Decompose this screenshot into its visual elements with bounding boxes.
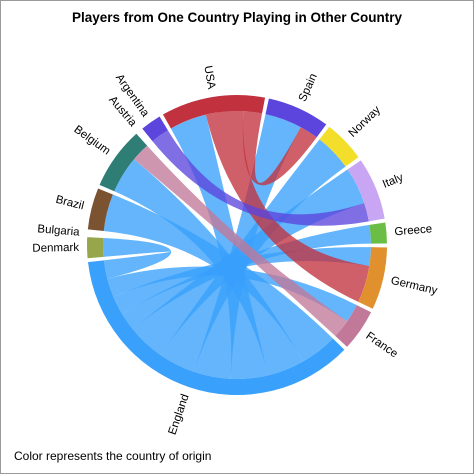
segment-belgium	[99, 133, 148, 192]
label-spain: Spain	[297, 72, 320, 104]
label-belgium: Belgium	[72, 124, 113, 158]
footnote: Color represents the country of origin	[14, 449, 212, 463]
label-england: England	[167, 393, 192, 437]
label-greece: Greece	[394, 223, 433, 238]
label-norway: Norway	[347, 104, 384, 140]
label-germany: Germany	[390, 275, 439, 297]
label-bulgaria: Bulgaria	[37, 223, 81, 238]
segment-usa	[162, 94, 266, 129]
segment-germany	[358, 247, 387, 309]
segment-spain	[265, 98, 327, 138]
label-brazil: Brazil	[54, 194, 85, 213]
ribbon-argentina-italy	[152, 130, 369, 226]
ribbon-england-belgium	[114, 159, 304, 376]
segment-bulgaria	[87, 233, 104, 235]
label-usa: USA	[201, 65, 217, 91]
ribbon-usa-germany	[205, 110, 370, 302]
label-denmark: Denmark	[32, 242, 79, 255]
ribbon-france-belgium	[134, 145, 348, 337]
ribbon-england-greece	[121, 224, 371, 330]
segment-italy	[347, 160, 385, 222]
ribbon-england-denmark	[102, 237, 172, 279]
segment-denmark	[87, 237, 104, 259]
label-france: France	[363, 330, 399, 360]
ribbons-group	[102, 110, 371, 380]
chart-title: Players from One Country Playing in Othe…	[71, 10, 403, 25]
segment-england	[87, 260, 345, 396]
segment-brazil	[87, 188, 113, 231]
segment-norway	[319, 126, 359, 167]
label-italy: Italy	[381, 172, 405, 191]
segment-france	[335, 305, 372, 347]
ribbon-usa-spain	[242, 111, 317, 186]
segments-group	[87, 94, 387, 396]
segment-greece	[369, 222, 387, 244]
segment-argentina	[142, 116, 168, 142]
ribbon-england-usa	[170, 114, 269, 380]
